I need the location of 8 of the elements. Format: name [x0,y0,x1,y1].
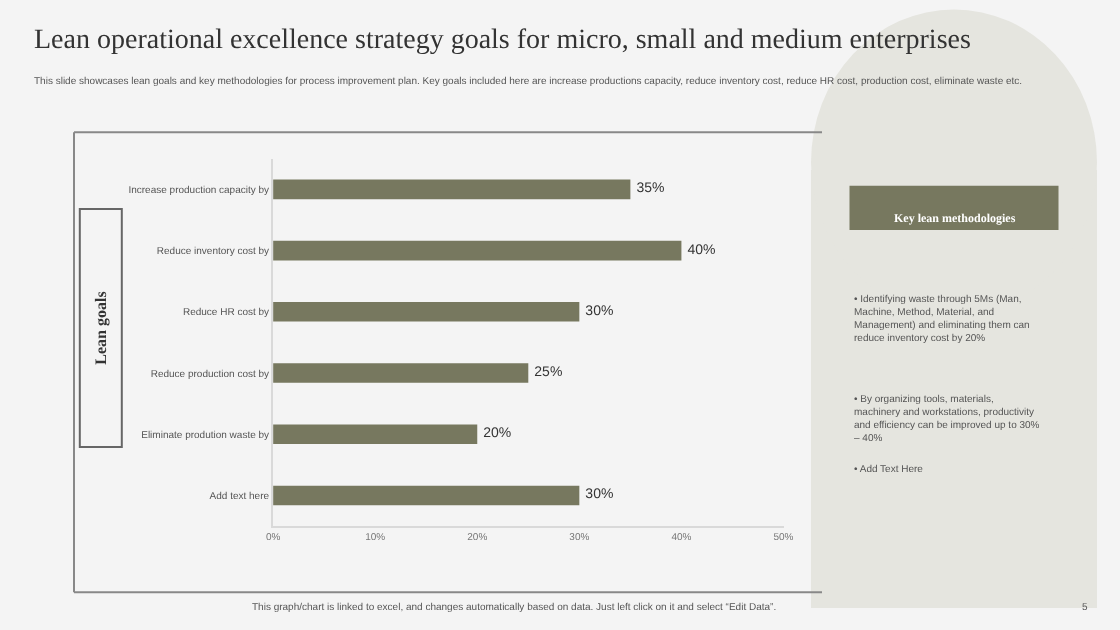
bar [273,485,580,506]
bar [273,240,682,261]
bar [273,363,529,383]
chart-title: Lean operational excellence strategy goals for micro, small and medium enterprises [34,26,971,56]
bar [273,179,631,200]
y-axis-title: Lean goals [91,291,110,365]
bar [273,424,478,445]
bar [273,302,580,322]
